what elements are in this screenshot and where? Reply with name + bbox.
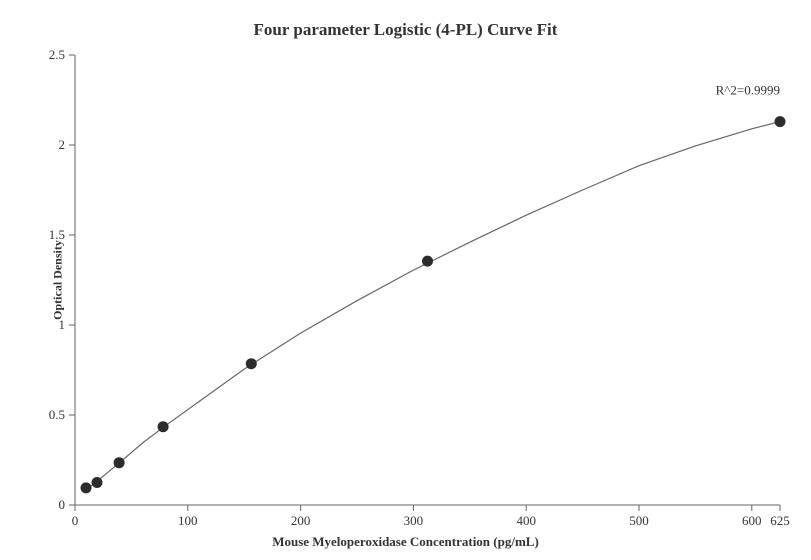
y-tick-label: 0.5: [49, 407, 65, 422]
chart-svg: 0 0.5 1 1.5 2 2.5 0 100 200 300 400 500 600 625 R^2=0.…: [0, 0, 811, 560]
y-tick-label: 2.5: [49, 47, 65, 62]
data-point: [246, 358, 257, 369]
fit-curve: [86, 122, 780, 489]
x-tick-label: 100: [178, 513, 198, 528]
y-tick-label: 1.5: [49, 227, 65, 242]
data-point: [81, 482, 92, 493]
x-tick-label: 500: [629, 513, 649, 528]
data-point: [422, 256, 433, 267]
y-tick-label: 0: [59, 497, 66, 512]
data-point: [158, 421, 169, 432]
x-tick-label: 200: [291, 513, 311, 528]
y-tick-label: 2: [59, 137, 66, 152]
x-tick-label: 600: [742, 513, 762, 528]
data-point: [775, 116, 786, 127]
chart-container: Four parameter Logistic (4-PL) Curve Fit…: [0, 0, 811, 560]
x-tick-label: 400: [516, 513, 536, 528]
r-squared-annotation: R^2=0.9999: [716, 83, 780, 98]
data-point: [91, 477, 102, 488]
x-tick-label: 625: [770, 513, 790, 528]
data-point: [114, 457, 125, 468]
x-tick-label: 300: [404, 513, 424, 528]
y-tick-label: 1: [59, 317, 66, 332]
x-tick-label: 0: [72, 513, 79, 528]
